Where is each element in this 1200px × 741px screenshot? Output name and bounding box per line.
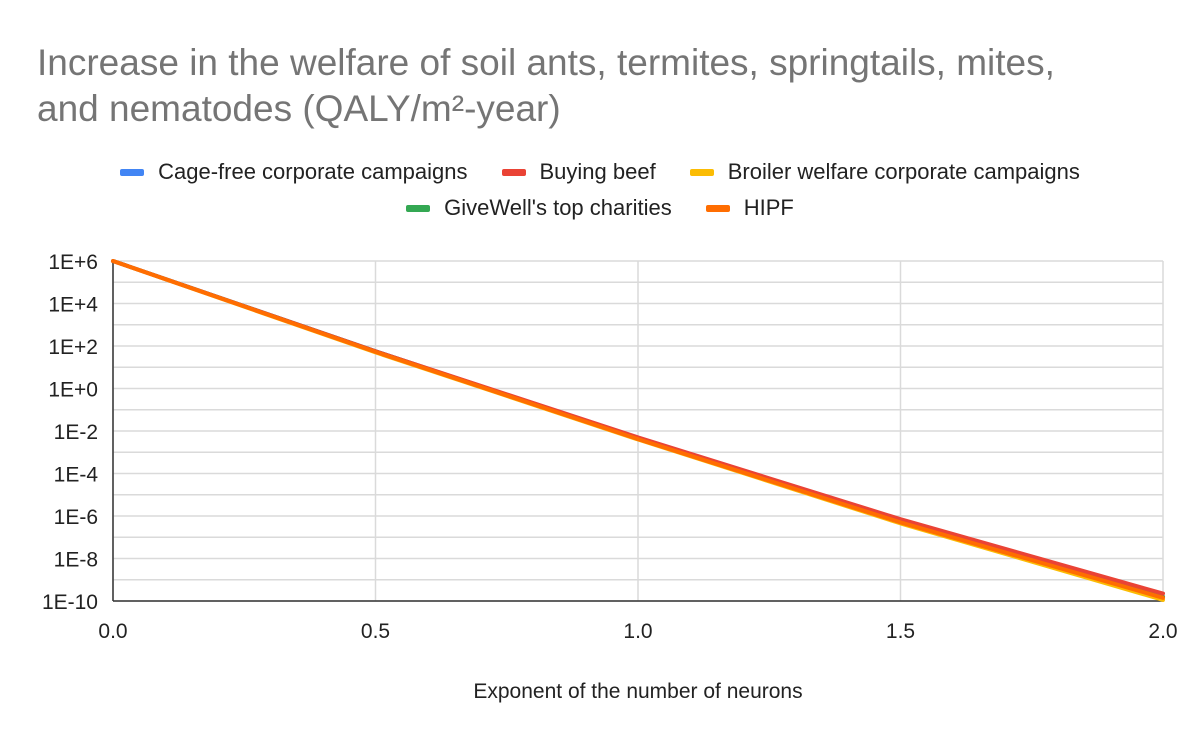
legend: Cage-free corporate campaigns Buying bee… bbox=[0, 154, 1200, 226]
x-tick-label: 2.0 bbox=[1148, 620, 1177, 643]
y-tick-label: 1E+6 bbox=[48, 251, 98, 274]
y-tick-label: 1E+2 bbox=[48, 336, 98, 359]
chart-title-line-1: Increase in the welfare of soil ants, te… bbox=[37, 42, 1055, 83]
legend-swatch-broiler-welfare bbox=[689, 168, 714, 176]
y-tick-label: 1E+0 bbox=[48, 379, 98, 402]
legend-swatch-cage-free bbox=[120, 168, 145, 176]
y-tick-label: 1E-4 bbox=[54, 464, 99, 487]
series-layer bbox=[111, 259, 1165, 602]
legend-item-hipf[interactable]: HIPF bbox=[705, 195, 794, 221]
legend-label-buying-beef: Buying beef bbox=[539, 159, 656, 184]
x-tick-label: 1.0 bbox=[623, 620, 652, 643]
x-tick-label: 0.0 bbox=[98, 620, 127, 643]
tick-label-layer: 1E+6 1E+4 1E+2 1E+0 1E-2 1E-4 1E-6 1E-8 1E-100.0… bbox=[42, 251, 1178, 643]
legend-label-hipf: HIPF bbox=[743, 195, 794, 220]
legend-item-buying-beef[interactable]: Buying beef bbox=[501, 159, 656, 185]
y-tick-label: 1E+4 bbox=[48, 294, 98, 317]
legend-swatch-givewell bbox=[406, 204, 431, 212]
legend-label-givewell: GiveWell's top charities bbox=[444, 195, 672, 220]
y-tick-label: 1E-6 bbox=[54, 506, 98, 529]
legend-swatch-buying-beef bbox=[501, 168, 526, 176]
chart-title: Increase in the welfare of soil ants, te… bbox=[37, 40, 1157, 132]
legend-label-broiler-welfare: Broiler welfare corporate campaigns bbox=[727, 159, 1080, 184]
legend-item-givewell[interactable]: GiveWell's top charities bbox=[406, 195, 672, 221]
series-line-4 bbox=[111, 259, 1165, 600]
legend-swatch-hipf bbox=[705, 204, 730, 212]
x-tick-label: 1.5 bbox=[886, 620, 915, 643]
x-axis-title: Exponent of the number of neurons bbox=[473, 680, 802, 703]
legend-label-cage-free: Cage-free corporate campaigns bbox=[158, 159, 468, 184]
y-tick-label: 1E-2 bbox=[54, 421, 98, 444]
y-tick-label: 1E-8 bbox=[54, 549, 98, 572]
legend-item-broiler-welfare[interactable]: Broiler welfare corporate campaigns bbox=[689, 159, 1080, 185]
chart-title-line-2: and nematodes (QALY/m²-year) bbox=[37, 88, 561, 129]
y-tick-label: 1E-10 bbox=[42, 591, 98, 614]
x-tick-label: 0.5 bbox=[361, 620, 390, 643]
legend-item-cage-free[interactable]: Cage-free corporate campaigns bbox=[120, 159, 468, 185]
axis-layer bbox=[112, 261, 1163, 602]
